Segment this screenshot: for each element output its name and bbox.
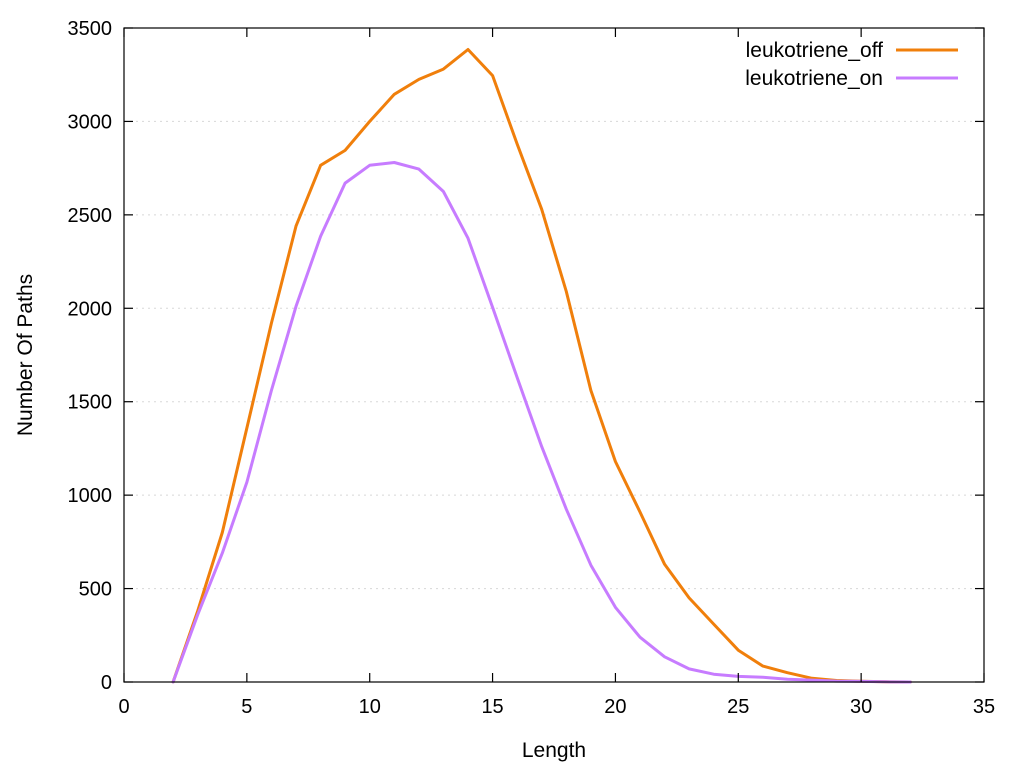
x-tick-label: 30	[850, 696, 872, 718]
x-tick-label: 10	[359, 696, 381, 718]
series-lines	[171, 48, 912, 684]
x-tick-label: 15	[481, 696, 503, 718]
legend-label-leukotriene_off: leukotriene_off	[746, 39, 884, 62]
y-tick-label: 2500	[68, 205, 113, 227]
series-line-leukotriene_on	[171, 161, 912, 684]
y-tick-label: 2000	[68, 298, 113, 320]
tick-labels: 0 500 1000 1500 2000 2500 3000 3500 0 5 10 15 20 25 30…	[68, 18, 996, 718]
plot-frame	[123, 27, 985, 683]
y-tick-label: 3000	[68, 111, 113, 133]
x-tick-label: 25	[727, 696, 749, 718]
y-tick-label: 3500	[68, 18, 113, 40]
axis-ticks	[123, 27, 985, 683]
x-tick-label: 0	[118, 696, 129, 718]
series-line-leukotriene_off	[171, 48, 912, 684]
y-axis-title: Number Of Paths	[14, 274, 37, 436]
y-tick-label: 1000	[68, 485, 113, 507]
x-tick-label: 20	[604, 696, 626, 718]
legend-label-leukotriene_on: leukotriene_on	[745, 67, 883, 90]
x-tick-label: 35	[973, 696, 995, 718]
legend: leukotriene_off leukotriene_on	[745, 39, 958, 90]
x-tick-label: 5	[241, 696, 252, 718]
y-tick-label: 0	[101, 672, 112, 694]
grid-lines	[124, 120, 984, 590]
y-tick-label: 500	[79, 579, 112, 601]
y-tick-label: 1500	[68, 392, 113, 414]
x-axis-title: Length	[522, 739, 586, 762]
